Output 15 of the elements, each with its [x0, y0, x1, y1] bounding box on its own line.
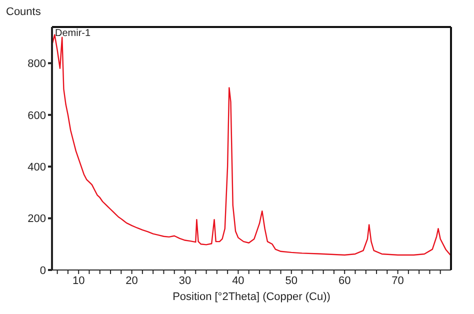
- x-tick-label: 10: [72, 274, 85, 287]
- y-tick-label: 600: [28, 110, 46, 122]
- x-tick-label: 50: [285, 274, 298, 287]
- y-tick-label: 800: [28, 58, 46, 70]
- y-tick-label: 200: [28, 213, 46, 226]
- x-tick-label: 20: [126, 274, 138, 287]
- y-tick-label: 0: [40, 264, 46, 277]
- x-axis-title: Position [°2Theta] (Copper (Cu)): [172, 291, 330, 303]
- x-tick-label: 70: [392, 274, 404, 287]
- x-tick-label: 30: [178, 274, 192, 287]
- y-tick-label: 400: [28, 162, 46, 174]
- annotation: Demir-1: [55, 28, 91, 39]
- y-axis-title: Counts: [6, 6, 41, 18]
- x-tick-label: 60: [338, 274, 351, 287]
- x-tick-label: 40: [232, 274, 244, 287]
